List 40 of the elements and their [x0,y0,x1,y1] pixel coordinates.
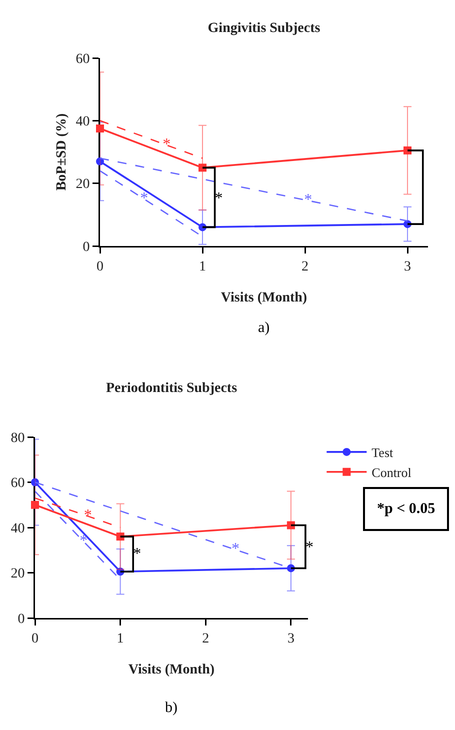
y-axis-title: BoP±SD (%) [54,113,70,191]
point [198,164,206,172]
data-label: * [140,190,148,207]
x-tick-label: 2 [202,631,210,646]
y-tick-label: 20 [76,177,90,192]
point [31,500,39,509]
x-tick-label: 2 [302,259,308,274]
chart-title: Gingivitis Subjects [208,20,321,36]
text: *p < 0.05 [377,501,436,517]
text: a) [258,320,270,336]
chart-title: Periodontitis Subjects [106,380,238,396]
data-label: * [84,507,92,524]
y-tick-label: 40 [76,114,90,130]
data-label: * [133,546,142,563]
y-tick-label: 60 [10,476,25,492]
text: b) [165,700,178,716]
y-tick-label: 0 [82,240,90,255]
x-tick-label: 0 [96,259,104,274]
y-tick-label: 20 [10,566,25,582]
data-label: * [162,136,171,154]
point [96,124,104,132]
point [96,157,104,166]
data-label: * [304,192,312,209]
point [286,521,295,530]
x-tick-label: 3 [404,259,411,274]
data-label: * [231,540,240,558]
legend-label: Test [372,445,394,460]
x-tick-label: 1 [199,259,206,274]
x-tick-label: 1 [116,631,124,646]
x-axis-title: Visits (Month) [128,662,215,678]
y-tick-label: 60 [76,52,90,67]
x-tick-label: 3 [287,631,294,646]
x-axis-title: Visits (Month) [220,290,308,306]
data-label: * [214,190,223,207]
y-tick-label: 0 [18,612,25,627]
y-tick-label: 80 [10,430,25,446]
data-label: * [80,532,88,550]
y-tick-label: 40 [10,521,25,536]
legend-label: Control [372,464,412,480]
x-tick-label: 0 [32,631,38,646]
